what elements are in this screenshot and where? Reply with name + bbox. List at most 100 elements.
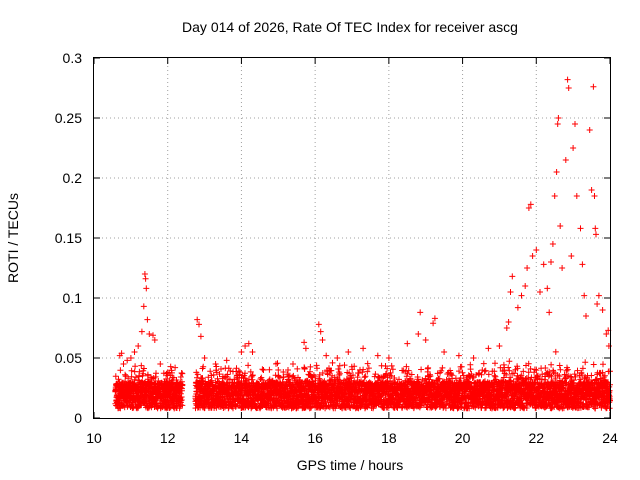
roti-point <box>294 365 301 372</box>
roti-point <box>328 367 335 374</box>
roti-point <box>552 348 559 355</box>
roti-point <box>491 372 498 379</box>
roti-point <box>503 371 510 378</box>
roti-point <box>459 369 466 376</box>
roti-point <box>237 369 243 376</box>
grid-lines <box>94 58 610 418</box>
roti-point <box>177 374 184 380</box>
roti-point <box>245 362 252 369</box>
roti-point <box>341 362 348 369</box>
roti-point <box>210 371 217 378</box>
roti-point <box>336 370 343 377</box>
roti-point <box>200 363 207 370</box>
roti-point <box>485 371 492 378</box>
roti-point <box>388 373 395 380</box>
roti-point <box>349 366 356 373</box>
roti-point <box>121 404 128 411</box>
roti-point <box>280 369 287 375</box>
roti-point <box>457 375 464 382</box>
roti-point <box>221 374 228 381</box>
roti-point <box>314 365 320 372</box>
roti-point <box>362 373 369 380</box>
roti-point <box>403 373 410 380</box>
roti-point <box>177 390 184 397</box>
roti-point <box>351 363 358 370</box>
roti-point <box>436 375 443 382</box>
roti-point <box>235 368 242 375</box>
roti-point <box>467 366 474 373</box>
roti-point <box>388 362 395 369</box>
roti-point <box>403 363 410 370</box>
roti-point <box>112 373 119 380</box>
roti-point <box>117 367 124 374</box>
roti-point <box>326 404 333 411</box>
roti-point <box>136 368 143 375</box>
roti-point <box>365 365 372 372</box>
roti-point <box>456 368 462 375</box>
roti-point <box>153 370 159 377</box>
roti-point <box>469 375 476 381</box>
roti-point <box>447 367 454 374</box>
roti-point <box>458 363 465 370</box>
roti-point <box>391 375 398 381</box>
roti-point <box>548 361 555 368</box>
roti-point <box>364 368 371 375</box>
roti-point <box>128 367 135 374</box>
roti-point <box>307 363 314 370</box>
roti-point <box>167 363 174 370</box>
roti-point <box>132 363 139 370</box>
roti-point <box>218 366 224 372</box>
roti-point <box>389 366 396 373</box>
roti-point <box>590 361 597 368</box>
roti-point <box>125 375 132 382</box>
roti-point <box>225 365 232 372</box>
roti-point <box>505 364 512 371</box>
roti-point <box>531 366 538 373</box>
roti-point <box>556 362 563 369</box>
roti-point <box>132 374 139 381</box>
roti-point <box>481 368 488 375</box>
roti-point <box>557 366 564 373</box>
roti-point <box>478 371 485 378</box>
roti-point <box>163 376 170 382</box>
roti-point <box>480 360 487 367</box>
roti-point <box>208 377 215 384</box>
roti-point <box>387 377 394 384</box>
roti-point <box>194 371 201 378</box>
roti-point <box>297 377 303 384</box>
roti-point <box>407 375 414 382</box>
roti-point <box>506 358 513 365</box>
roti-point <box>439 364 446 371</box>
roti-point <box>582 359 589 366</box>
roti-point <box>140 370 147 377</box>
roti-point <box>355 370 362 377</box>
roti-point <box>138 362 145 369</box>
roti-point <box>482 367 489 374</box>
roti-point <box>427 373 434 380</box>
roti-point <box>418 366 425 373</box>
roti-point <box>249 372 256 379</box>
roti-point <box>387 369 394 376</box>
roti-point <box>384 365 391 372</box>
roti-point <box>122 378 129 385</box>
roti-point <box>178 370 185 376</box>
roti-point <box>324 371 331 378</box>
roti-point <box>404 370 411 377</box>
roti-point <box>144 372 151 379</box>
roti-point <box>179 402 186 409</box>
roti-point <box>266 366 273 373</box>
roti-point <box>273 360 279 367</box>
roti-point <box>280 374 287 381</box>
roti-point <box>335 366 342 372</box>
roti-point <box>285 367 291 373</box>
roti-point <box>259 366 266 373</box>
roti-point <box>205 374 212 381</box>
roti-point <box>115 376 122 383</box>
roti-point <box>207 368 214 375</box>
roti-point <box>141 365 147 372</box>
chart-title: Day 014 of 2026, Rate Of TEC Index for r… <box>182 19 518 35</box>
roti-point <box>329 359 336 366</box>
roti-point <box>350 372 356 379</box>
roti-point <box>308 401 315 408</box>
